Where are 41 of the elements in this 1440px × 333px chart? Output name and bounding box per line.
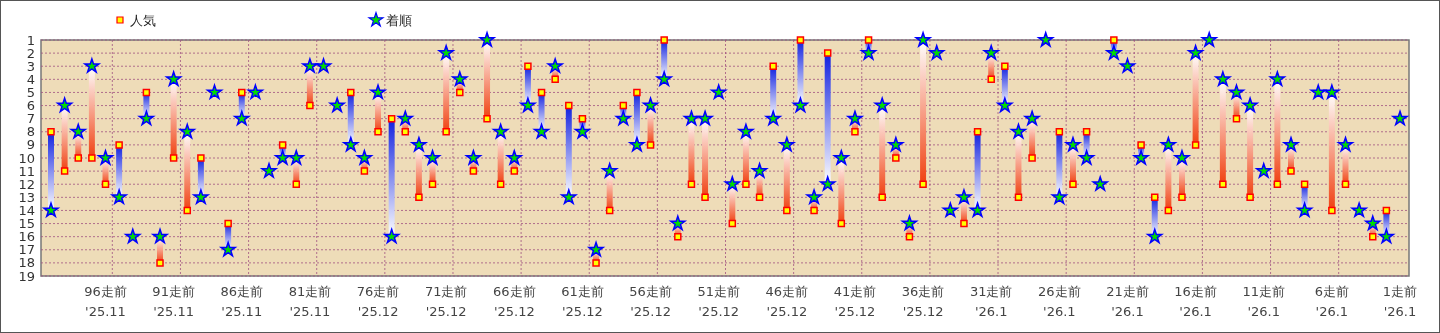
- y-tick-label: 19: [18, 268, 35, 284]
- x-tick-label: 96走前 '25.11: [84, 284, 127, 319]
- x-tick-label: 31走前 '26.1: [969, 284, 1013, 319]
- y-tick-label: 7: [26, 111, 35, 127]
- x-tick-label: 41走前 '25.12: [833, 284, 877, 319]
- y-tick-label: 2: [26, 45, 35, 61]
- y-tick-label: 8: [26, 124, 35, 140]
- y-tick-label: 4: [26, 71, 35, 87]
- legend-label: 人気: [130, 12, 156, 28]
- x-tick-label: 11走前 '26.1: [1242, 284, 1286, 319]
- x-tick-label: 86走前 '25.11: [220, 284, 264, 319]
- x-tick-label: 81走前 '25.11: [288, 284, 332, 319]
- x-tick-label: 66走前 '25.12: [493, 284, 536, 319]
- x-tick-label: 91走前 '25.11: [152, 284, 195, 319]
- y-tick-label: 14: [18, 202, 35, 218]
- x-tick-label: 71走前 '25.12: [424, 284, 468, 319]
- x-tick-label: 26走前 '26.1: [1038, 284, 1081, 319]
- x-tick-label: 16走前 '26.1: [1174, 284, 1217, 319]
- x-tick-label: 36走前 '25.12: [901, 284, 945, 319]
- x-tick-label: 21走前 '26.1: [1106, 284, 1149, 319]
- y-tick-label: 5: [26, 84, 35, 100]
- y-tick-label: 3: [26, 58, 35, 74]
- y-tick-label: 10: [18, 150, 35, 166]
- y-tick-label: 17: [18, 242, 35, 258]
- y-tick-label: 1: [26, 32, 35, 48]
- y-tick-label: 6: [26, 98, 35, 114]
- x-tick-label: 1走前 '26.1: [1382, 284, 1418, 319]
- x-tick-label: 76走前 '25.12: [356, 284, 400, 319]
- x-tick-label: 61走前 '25.12: [561, 284, 604, 319]
- x-tick-label: 56走前 '25.12: [629, 284, 672, 319]
- legend-label: 着順: [386, 12, 412, 28]
- x-tick-label: 51走前 '25.12: [697, 284, 740, 319]
- y-tick-label: 12: [18, 176, 35, 192]
- y-tick-label: 18: [18, 255, 35, 271]
- y-tick-label: 13: [18, 189, 35, 205]
- y-tick-label: 16: [18, 229, 35, 245]
- y-tick-label: 9: [26, 137, 35, 153]
- y-tick-label: 15: [18, 216, 35, 232]
- y-tick-label: 11: [18, 163, 35, 179]
- x-tick-label: 46走前 '25.12: [765, 284, 809, 319]
- x-tick-label: 6走前 '26.1: [1314, 284, 1350, 319]
